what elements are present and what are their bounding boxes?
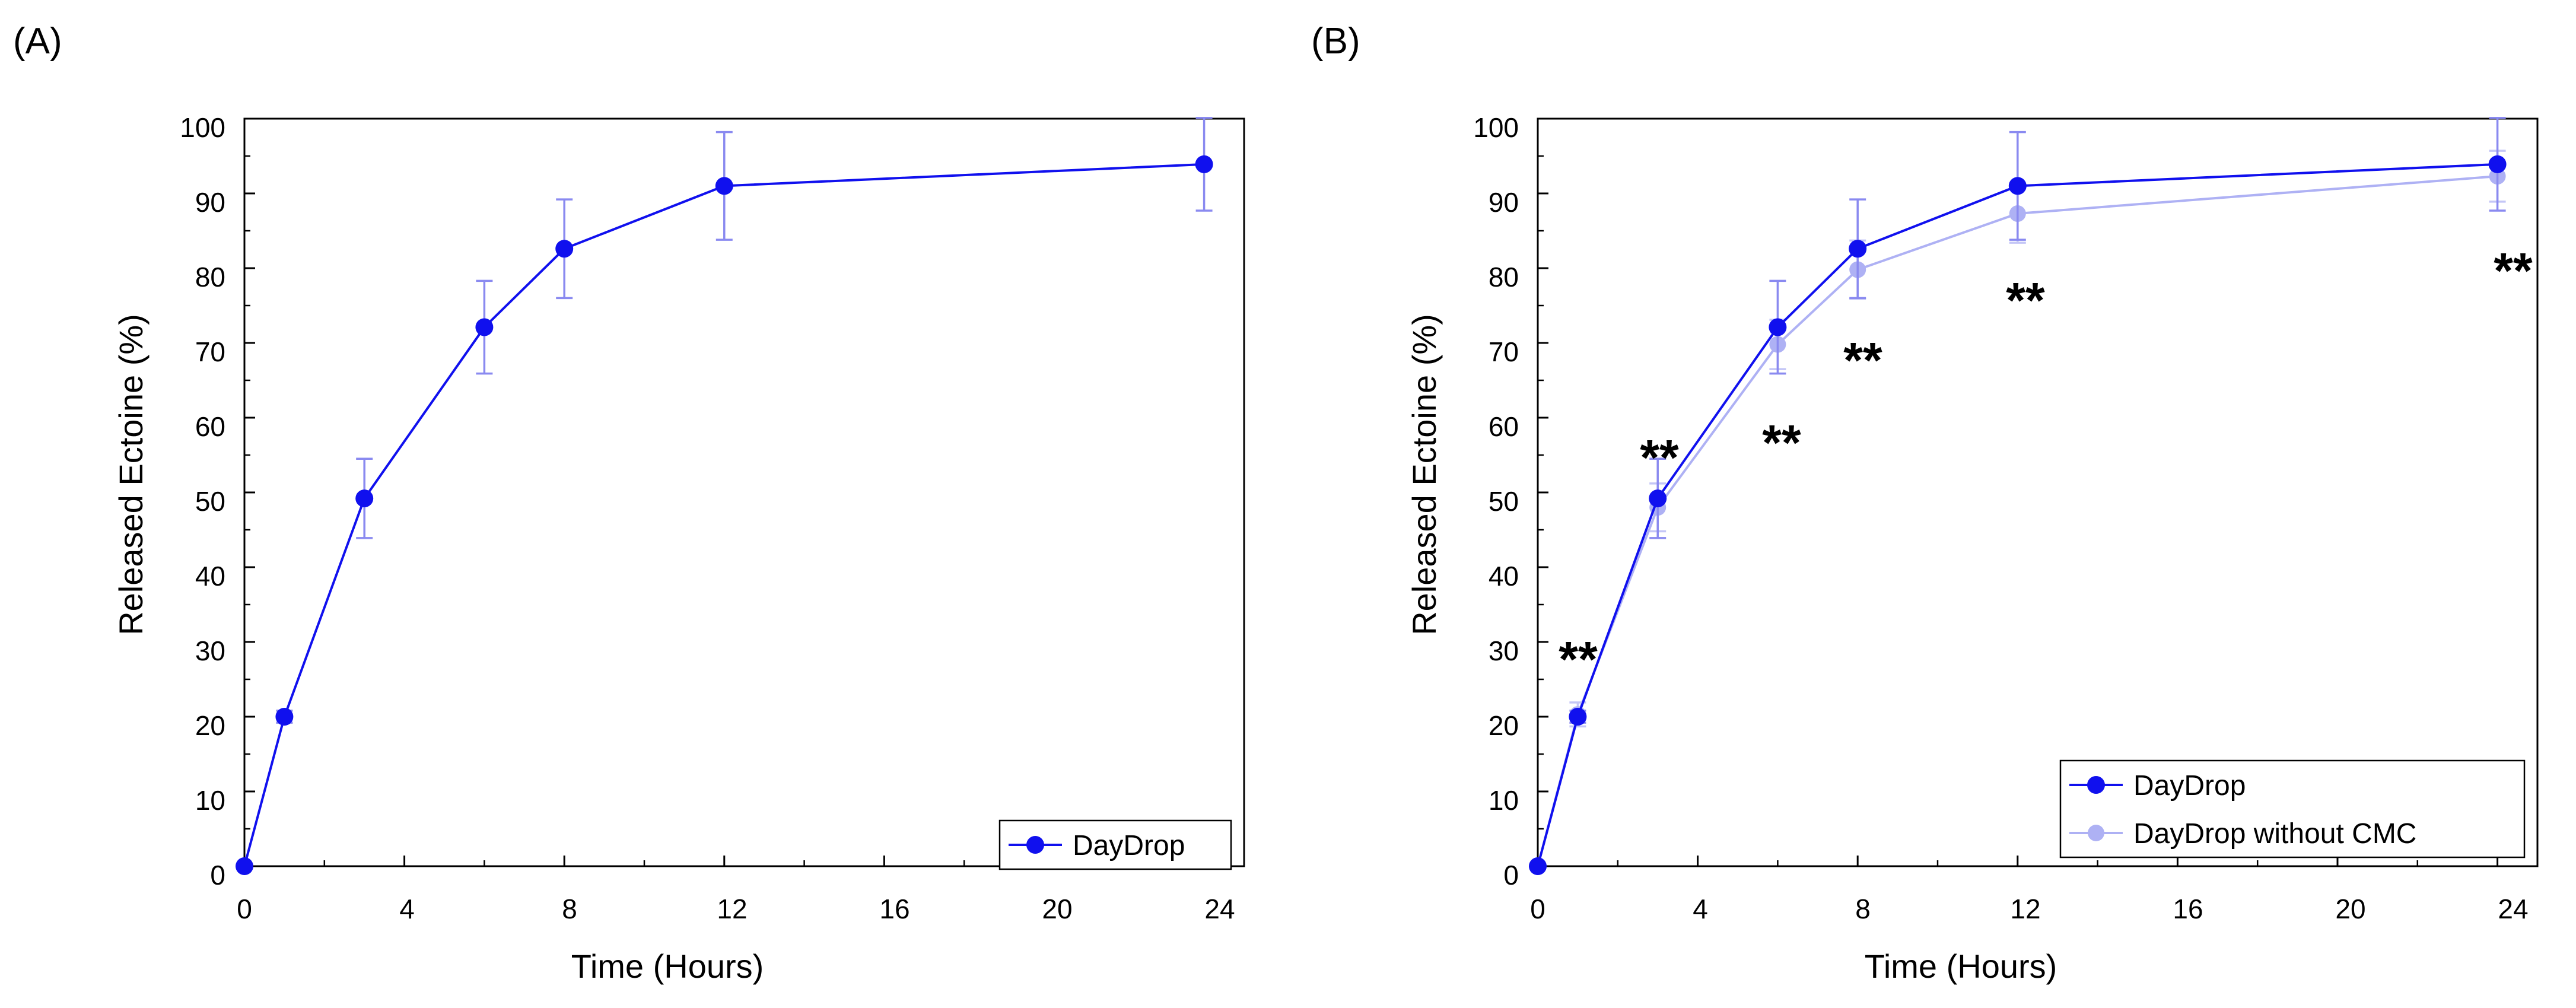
panel-a-x-tick-label: 20 bbox=[1042, 893, 1072, 924]
significance-marker: ** bbox=[1559, 631, 1598, 687]
panel-a-y-tick-label: 20 bbox=[195, 710, 225, 741]
panel-a-data-point-daydrop bbox=[236, 857, 253, 875]
panel-b-y-tick-label: 70 bbox=[1489, 336, 1519, 367]
panel-b-x-axis-title: Time (Hours) bbox=[1865, 947, 2057, 985]
significance-marker: ** bbox=[2494, 243, 2533, 298]
panel-a-x-tick-label: 16 bbox=[879, 893, 909, 924]
panel-b-data-point-daydrop bbox=[2488, 155, 2507, 173]
panel-b-y-tick-label: 10 bbox=[1489, 785, 1519, 816]
panel-b-y-tick-label: 60 bbox=[1489, 411, 1519, 442]
panel-a-plot-area bbox=[236, 116, 1245, 875]
panel-a-data-point-daydrop bbox=[555, 240, 574, 258]
significance-marker: ** bbox=[2006, 272, 2045, 328]
panel-b-label: (B) bbox=[1311, 21, 1360, 62]
panel-b-x-tick-label: 0 bbox=[1530, 893, 1545, 924]
panel-a-y-tick-label: 0 bbox=[210, 860, 225, 891]
panel-b-x-tick-label: 8 bbox=[1855, 893, 1871, 924]
panel-a-y-tick-label: 90 bbox=[195, 187, 225, 218]
panel-b-data-point-daydrop bbox=[1569, 708, 1587, 726]
panel-b-y-tick-label: 20 bbox=[1489, 710, 1519, 741]
panel-b-x-tick-label: 12 bbox=[2010, 893, 2040, 924]
significance-marker: ** bbox=[1843, 332, 1882, 388]
panel-a: (A) 0 10 20 30 40 50 60 70 80 90 100 0 4… bbox=[13, 21, 1245, 985]
panel-b-legend-box bbox=[2059, 759, 2526, 858]
panel-b-y-tick-label: 50 bbox=[1489, 486, 1519, 517]
panel-b-y-tick-label: 30 bbox=[1489, 635, 1519, 666]
panel-a-x-tick-label: 8 bbox=[562, 893, 577, 924]
panel-b-legend-label-without-cmc: DayDrop without CMC bbox=[2133, 818, 2416, 850]
panel-b-x-tick-label: 20 bbox=[2335, 893, 2365, 924]
panel-b-legend-marker-without-cmc bbox=[2088, 825, 2104, 841]
panel-a-y-tick-label: 10 bbox=[195, 785, 225, 816]
panel-a-y-tick-label: 30 bbox=[195, 635, 225, 666]
panel-a-axes-frame bbox=[243, 117, 1245, 867]
panel-b-y-tick-label: 80 bbox=[1489, 262, 1519, 292]
panel-b-y-tick-label: 0 bbox=[1503, 860, 1519, 891]
panel-b-legend-marker-daydrop bbox=[2087, 776, 2105, 794]
panel-b-legend-label-daydrop: DayDrop bbox=[2133, 770, 2246, 802]
panel-b-data-point-daydrop bbox=[1529, 857, 1547, 875]
panel-a-label: (A) bbox=[13, 21, 62, 62]
panel-b-data-point-daydrop bbox=[2008, 177, 2027, 195]
panel-a-data-point-daydrop bbox=[355, 489, 374, 508]
panel-b-axes-frame bbox=[1537, 117, 2539, 867]
panel-b-data-point-daydrop bbox=[1769, 318, 1787, 336]
panel-b-y-axis-title: Released Ectoine (%) bbox=[1405, 314, 1443, 635]
panel-a-data-point-daydrop bbox=[475, 318, 494, 336]
panel-a-series-line-daydrop bbox=[243, 163, 1204, 867]
panel-a-data-point-daydrop bbox=[1195, 155, 1213, 173]
panel-b-legend: DayDrop DayDrop without CMC bbox=[2059, 759, 2526, 858]
panel-b: (B) 0 10 20 30 40 50 60 70 80 90 100 0 4… bbox=[1311, 21, 2539, 985]
panel-a-data-point-daydrop bbox=[715, 177, 733, 195]
panel-a-legend-label-daydrop: DayDrop bbox=[1073, 830, 1185, 861]
panel-b-y-tick-label: 100 bbox=[1473, 112, 1519, 143]
panel-a-y-tick-labels: 0 10 20 30 40 50 60 70 80 90 100 bbox=[180, 112, 225, 891]
panel-b-y-tick-label: 40 bbox=[1489, 561, 1519, 592]
panel-b-x-tick-label: 16 bbox=[2173, 893, 2203, 924]
panel-b-annotations: ** ** ** ** ** ** bbox=[1559, 243, 2533, 687]
panel-a-y-tick-label: 40 bbox=[195, 561, 225, 592]
panel-b-x-tick-labels: 0 4 8 12 16 20 24 bbox=[1530, 893, 2528, 924]
panel-a-y-tick-label: 80 bbox=[195, 262, 225, 292]
panel-a-y-tick-label: 70 bbox=[195, 336, 225, 367]
panel-a-x-tick-labels: 0 4 8 12 16 20 24 bbox=[237, 893, 1235, 924]
panel-a-x-tick-label: 24 bbox=[1204, 893, 1235, 924]
panel-a-y-tick-label: 60 bbox=[195, 411, 225, 442]
panel-a-x-tick-label: 4 bbox=[399, 893, 415, 924]
panel-b-y-tick-label: 90 bbox=[1489, 187, 1519, 218]
panel-b-data-point-daydrop bbox=[1649, 489, 1667, 508]
significance-marker: ** bbox=[1640, 430, 1679, 485]
panel-a-x-tick-label: 12 bbox=[717, 893, 747, 924]
panel-a-x-tick-label: 0 bbox=[237, 893, 252, 924]
panel-b-y-tick-labels: 0 10 20 30 40 50 60 70 80 90 100 bbox=[1473, 112, 1519, 891]
panel-b-plot-area bbox=[1529, 116, 2539, 875]
panel-a-y-tick-label: 100 bbox=[180, 112, 225, 143]
panel-a-legend: DayDrop bbox=[998, 819, 1232, 870]
panel-a-legend-marker-daydrop bbox=[1026, 836, 1044, 854]
panel-b-data-point-daydrop bbox=[1849, 240, 1867, 258]
significance-marker: ** bbox=[1762, 415, 1801, 470]
panel-a-x-axis-title: Time (Hours) bbox=[571, 947, 764, 985]
panel-a-y-tick-label: 50 bbox=[195, 486, 225, 517]
panel-b-x-tick-label: 24 bbox=[2498, 893, 2528, 924]
panel-a-y-axis-title: Released Ectoine (%) bbox=[112, 314, 150, 635]
panel-a-data-point-daydrop bbox=[275, 708, 294, 726]
panel-b-x-tick-label: 4 bbox=[1693, 893, 1708, 924]
